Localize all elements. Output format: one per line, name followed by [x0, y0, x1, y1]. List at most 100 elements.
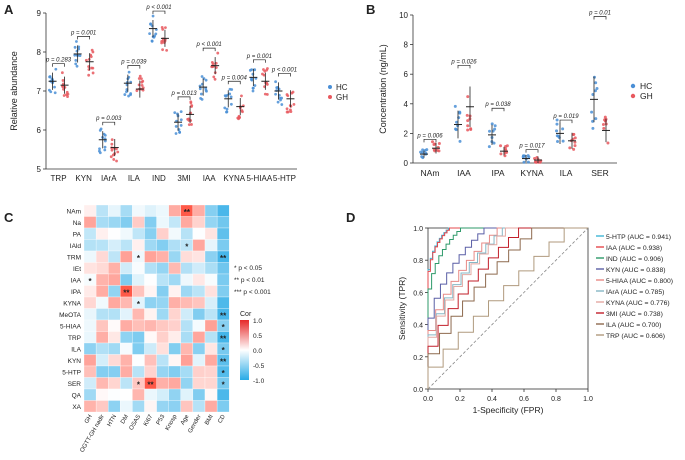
hc-point	[488, 129, 492, 133]
hc-point	[561, 139, 565, 143]
sig-bracket	[127, 65, 141, 69]
legend-gh-label: GH	[336, 93, 348, 102]
hc-point	[125, 90, 128, 94]
hc-point	[174, 132, 178, 135]
heatmap-cell	[95, 285, 109, 298]
p-value: p < 0.001	[145, 5, 171, 11]
gh-point	[292, 103, 296, 106]
significance-mark: *	[137, 254, 141, 263]
hc-point	[97, 149, 101, 153]
tick-label-d-y: 0.2	[413, 355, 423, 362]
heatmap-cell	[95, 377, 109, 390]
gh-point	[466, 128, 470, 132]
heatmap-cell	[120, 354, 133, 367]
heatmap-cell	[83, 285, 97, 298]
heatmap-cell	[144, 308, 157, 321]
heatmap-cell	[192, 354, 206, 367]
gh-point	[573, 144, 577, 148]
hc-point	[103, 148, 107, 152]
sig-legend-item: ** p < 0.01	[234, 277, 265, 284]
heatmap-cell	[95, 204, 109, 217]
tick-label-a-y: 6	[37, 126, 42, 135]
legend-gh-marker	[630, 93, 636, 99]
heatmap-cell	[156, 365, 169, 378]
hc-point	[98, 128, 102, 132]
heatmap-row-label: SER	[68, 381, 82, 388]
hc-point	[103, 133, 107, 137]
gh-point	[189, 100, 193, 104]
heatmap-cell	[192, 331, 206, 344]
hc-point	[522, 160, 526, 164]
heatmap-cell	[108, 296, 121, 309]
heatmap-cell	[95, 262, 109, 275]
gh-point	[65, 90, 69, 94]
heatmap-cell	[95, 308, 109, 321]
roc-diagonal	[427, 227, 589, 390]
sig-bracket	[423, 138, 437, 143]
heatmap-cell	[156, 308, 169, 321]
heatmap-cell	[120, 319, 133, 332]
heatmap-col-label: Knosp	[165, 413, 179, 431]
gh-point	[187, 123, 191, 127]
heatmap-col-label: BMI	[204, 414, 215, 427]
heatmap-row-label: 5-HIAA	[60, 323, 82, 330]
heatmap-cell	[83, 377, 97, 390]
heatmap-cell	[95, 227, 109, 240]
legend-hc-marker	[630, 83, 636, 89]
legend-label: 3MI (AUC = 0.738)	[606, 311, 663, 318]
heatmap-cell	[204, 377, 218, 390]
heatmap-cell	[95, 342, 109, 355]
heatmap-cell	[192, 262, 206, 275]
gh-point	[60, 71, 64, 75]
heatmap-cell	[108, 354, 121, 367]
gh-point	[109, 155, 113, 159]
heatmap-cell	[192, 377, 206, 390]
hc-point	[228, 92, 232, 96]
gh-point	[533, 156, 537, 160]
gh-point	[112, 158, 116, 161]
heatmap-cell	[168, 204, 181, 217]
heatmap-cell	[156, 285, 169, 298]
hc-point	[75, 40, 78, 43]
hc-point	[276, 100, 280, 104]
heatmap-cell	[156, 216, 169, 229]
roc-curve	[427, 227, 588, 389]
heatmap-cell	[83, 296, 97, 309]
heatmap-cell	[95, 250, 109, 263]
colorbar-tick-label: 1.0	[253, 318, 262, 325]
gh-point	[573, 140, 577, 144]
hc-point	[253, 84, 257, 87]
hc-point	[420, 155, 424, 159]
hc-point	[274, 92, 277, 96]
heatmap-cell	[168, 342, 181, 355]
heatmap-row-label: IAld	[70, 243, 82, 250]
hc-point	[595, 87, 599, 91]
gh-point	[210, 60, 214, 64]
hc-point	[280, 103, 284, 106]
heatmap-row-label: TRM	[67, 254, 81, 261]
tick-label-d-y: 0.0	[413, 387, 423, 394]
heatmap-cell	[180, 388, 194, 401]
heatmap-cell	[168, 285, 181, 298]
p-value: p = 0.003	[95, 116, 122, 122]
heatmap-cell	[192, 388, 206, 401]
hc-point	[74, 58, 78, 62]
gh-point	[285, 110, 289, 114]
gh-point	[214, 66, 218, 69]
heatmap-cell	[83, 400, 97, 413]
hc-point	[127, 94, 130, 98]
hc-point	[154, 32, 158, 36]
heatmap-cell	[95, 273, 109, 286]
gh-point	[140, 83, 144, 87]
hc-point	[421, 150, 425, 154]
heatmap-cell	[192, 296, 206, 309]
tick-label-d-x: 0.8	[551, 396, 561, 403]
heatmap-cell	[180, 285, 194, 298]
heatmap-cell	[168, 239, 181, 252]
gh-point	[431, 140, 435, 144]
gh-point	[437, 142, 441, 146]
heatmap-cell	[120, 273, 133, 286]
heatmap-cell	[120, 216, 133, 229]
heatmap-cell	[95, 354, 109, 367]
